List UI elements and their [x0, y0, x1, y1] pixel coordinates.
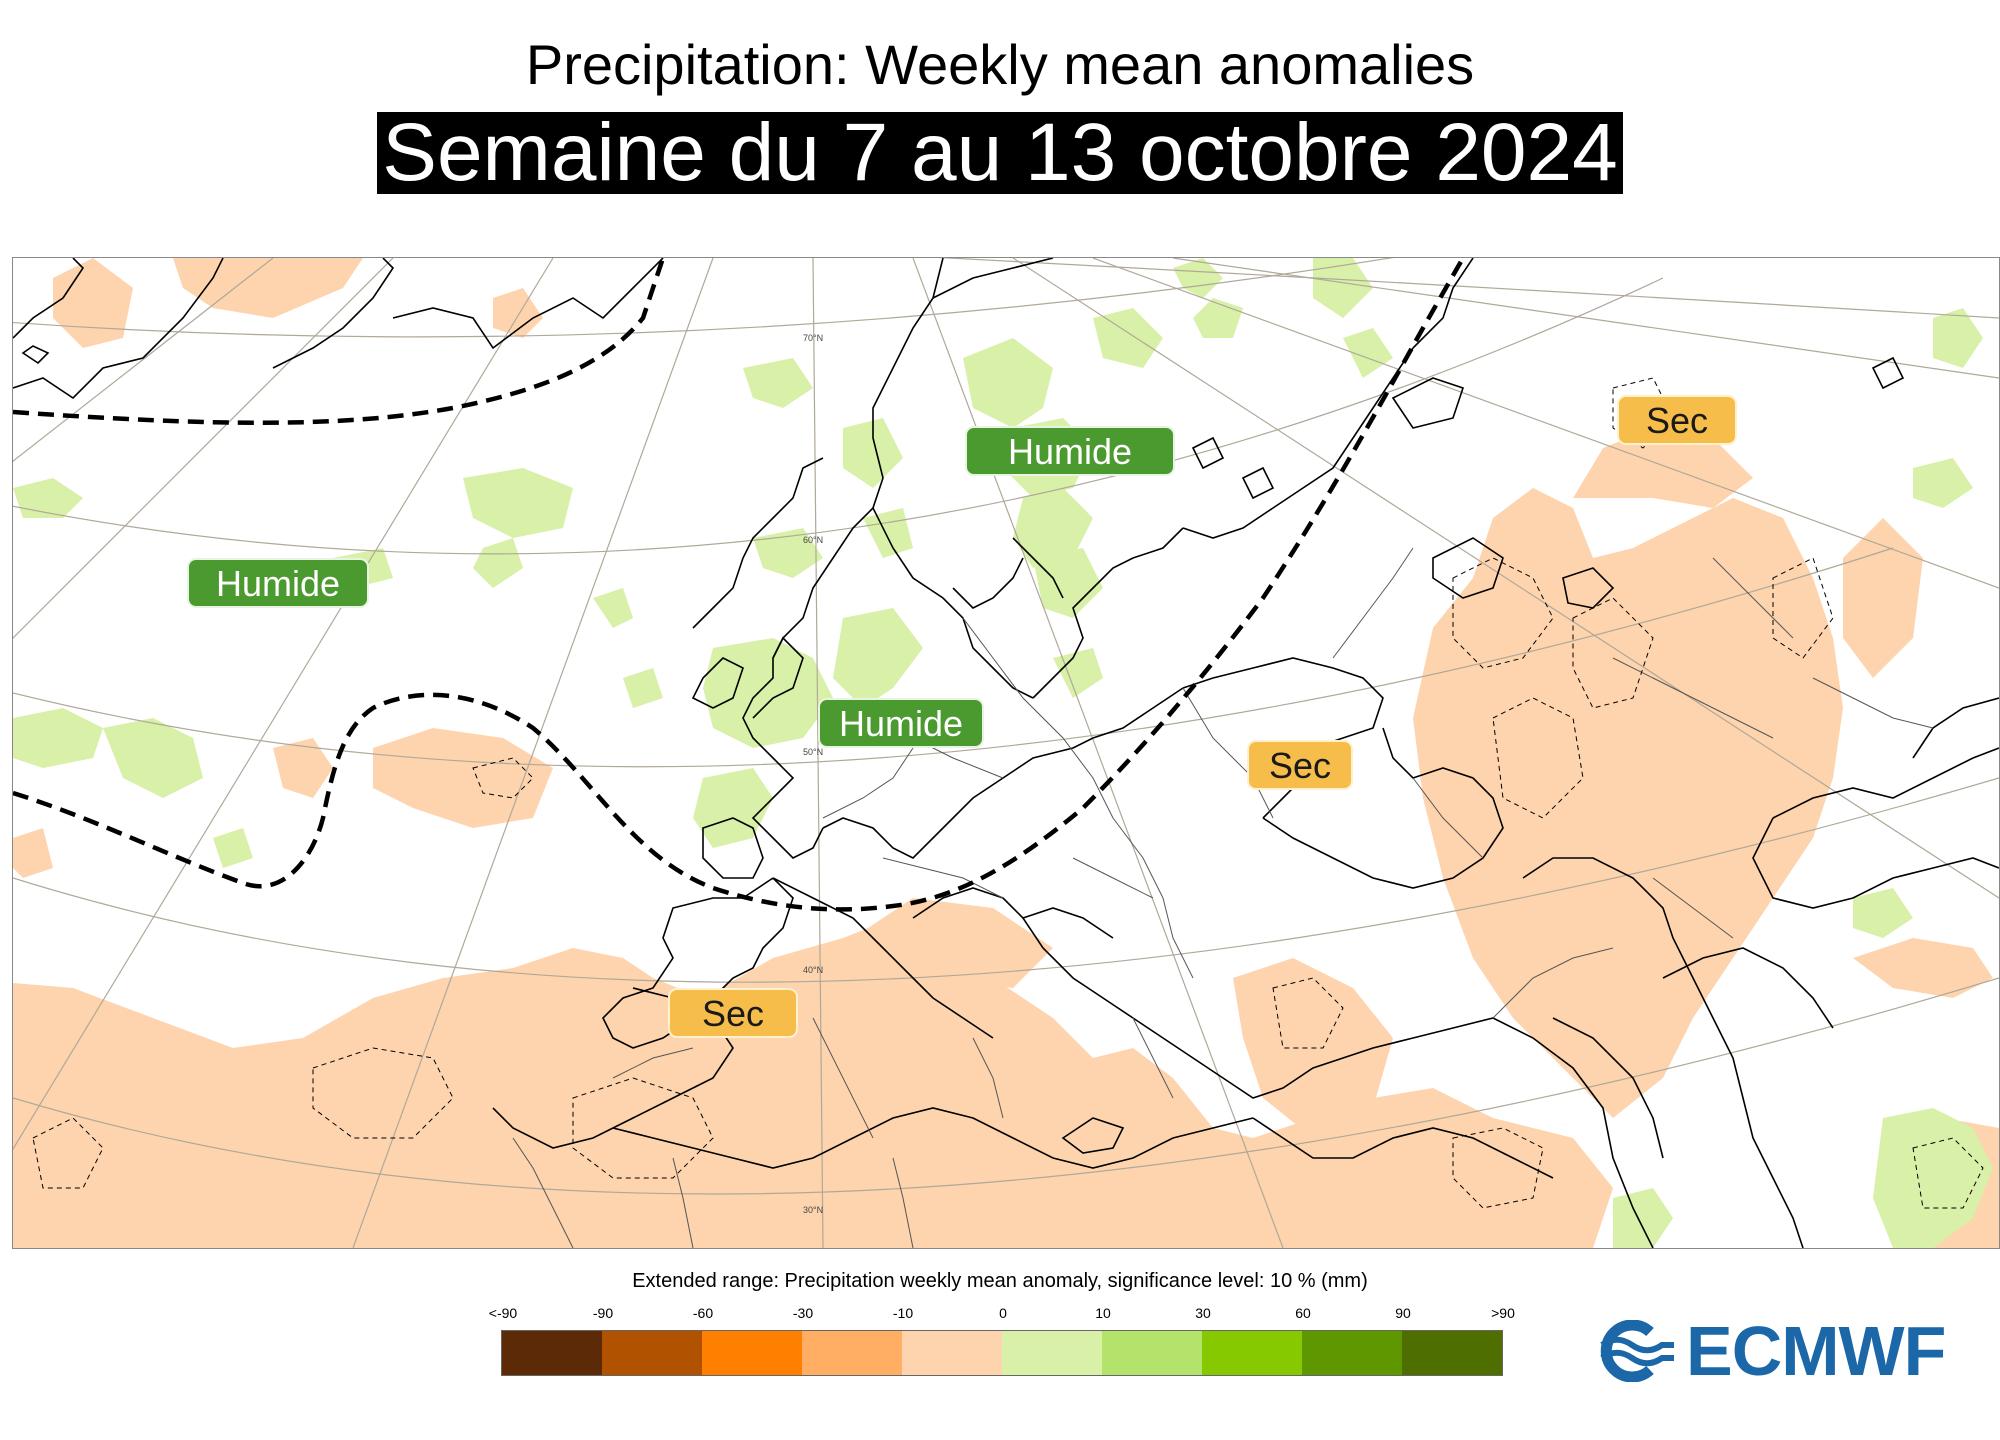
- wet-anomaly-areas: [13, 258, 1993, 1248]
- legend-tick: 0: [999, 1305, 1007, 1321]
- graticule: [13, 258, 1999, 1248]
- dry-anomaly-areas: [13, 258, 1999, 1248]
- humide-badge-atlantic: Humide: [187, 558, 369, 608]
- coastlines: [13, 258, 1999, 1248]
- legend-tick: -60: [692, 1305, 714, 1321]
- significance-contours: [32, 377, 1984, 1209]
- sec-badge-iberia: Sec: [668, 988, 798, 1038]
- lat-label-60: 60°N: [803, 535, 823, 545]
- map-canvas: 70°N 60°N 50°N 40°N 30°N: [13, 258, 1999, 1248]
- lat-label-40: 40°N: [803, 965, 823, 975]
- sec-badge-black-sea: Sec: [1247, 740, 1353, 790]
- chart-title: Precipitation: Weekly mean anomalies: [525, 33, 1475, 96]
- humide-badge-west-europe: Humide: [818, 698, 984, 748]
- sec-badge-russia: Sec: [1617, 395, 1737, 445]
- legend-swatch: [502, 1331, 602, 1375]
- legend-swatch: [1202, 1331, 1302, 1375]
- lat-label-70: 70°N: [803, 333, 823, 343]
- legend-title: Extended range: Precipitation weekly mea…: [632, 1270, 1368, 1292]
- legend-swatch: [902, 1331, 1002, 1375]
- legend-swatch: [802, 1331, 902, 1375]
- lat-label-30: 30°N: [803, 1205, 823, 1215]
- legend-tick: -10: [892, 1305, 914, 1321]
- legend-swatch: [1102, 1331, 1202, 1375]
- legend-swatch: [1402, 1331, 1502, 1375]
- humide-badge-scandinavia: Humide: [965, 426, 1175, 476]
- legend-swatch: [1302, 1331, 1402, 1375]
- legend-tick: -90: [592, 1305, 614, 1321]
- legend-tick: 10: [1095, 1305, 1111, 1321]
- lat-label-50: 50°N: [803, 747, 823, 757]
- legend-tick: -30: [792, 1305, 814, 1321]
- precipitation-anomaly-map: 70°N 60°N 50°N 40°N 30°N: [12, 257, 2000, 1249]
- ecmwf-logo: ECMWF: [1588, 1314, 1958, 1388]
- legend-tick: 60: [1295, 1305, 1311, 1321]
- latitude-labels: 70°N 60°N 50°N 40°N 30°N: [803, 333, 823, 1215]
- legend-swatch: [1002, 1331, 1102, 1375]
- legend-colorbar: [501, 1330, 1503, 1376]
- legend-swatch: [702, 1331, 802, 1375]
- legend-tick: 90: [1395, 1305, 1411, 1321]
- legend-tick: >90: [1491, 1305, 1515, 1321]
- ecmwf-logo-text: ECMWF: [1686, 1312, 1946, 1390]
- country-borders: [512, 547, 1934, 1248]
- legend-tick: <-90: [488, 1305, 518, 1321]
- legend-tick: 30: [1195, 1305, 1211, 1321]
- legend-swatch: [602, 1331, 702, 1375]
- zero-anomaly-line: [13, 258, 1465, 912]
- week-subtitle: Semaine du 7 au 13 octobre 2024: [377, 112, 1623, 194]
- ecmwf-logo-icon: [1600, 1320, 1674, 1382]
